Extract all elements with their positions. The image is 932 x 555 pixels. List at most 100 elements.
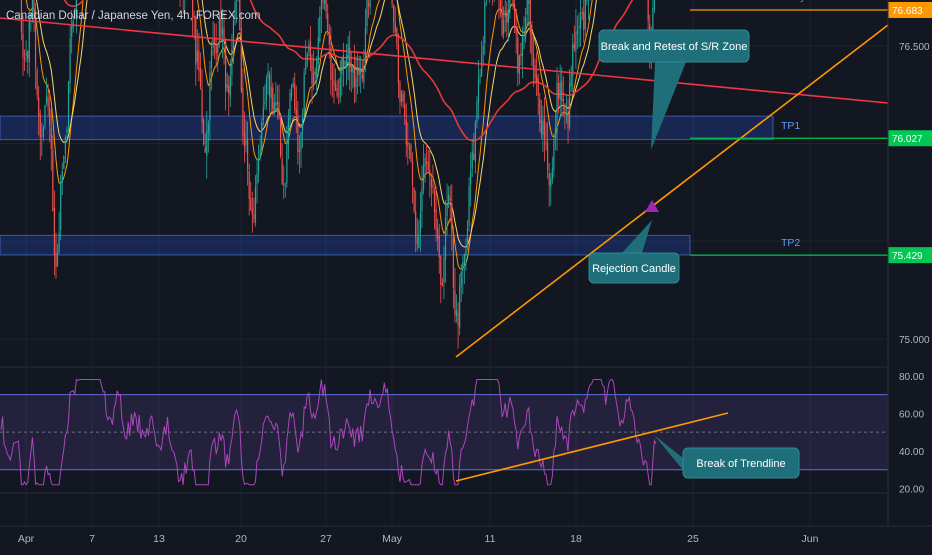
candle-body [60,184,61,230]
candle-body [508,10,509,23]
candle-body [531,31,532,54]
candle-body [582,12,583,15]
candle-body [434,191,435,213]
candle-body [55,253,56,268]
time-tick-label: 25 [687,533,699,545]
candle-body [578,26,579,29]
candle-body [370,0,371,8]
candle-body [261,122,262,151]
candle-body [417,238,418,244]
candle-body [41,135,42,136]
candle-body [465,250,466,257]
candle-body [366,0,367,26]
candle-body [52,151,53,211]
candle-body [519,56,520,74]
candle-body [550,179,551,187]
candle-body [355,77,356,87]
sr-zone [0,235,690,255]
candle-body [575,32,576,51]
candle-body [57,253,58,266]
candle-body [346,55,347,65]
candle-body [330,48,331,80]
candle-body [275,103,276,106]
candle-body [335,84,336,90]
candle-body [404,104,405,116]
candle-body [222,28,223,35]
time-tick-label: 13 [153,533,165,545]
candle-body [43,127,44,137]
candle-body [448,195,449,204]
candle-body [399,82,400,102]
candle-body [406,119,407,144]
candle-body [231,49,232,75]
candle-body [296,109,297,115]
candle-body [200,68,201,87]
candle-body [505,10,506,17]
candle-body [544,119,545,139]
candle-body [577,30,578,34]
candle-body [520,54,521,57]
candle-body [410,145,411,162]
candle-body [392,0,393,4]
level-label-entry: Entry [781,0,806,3]
candle-body [580,15,581,28]
candle-body [62,171,63,181]
candle-body [572,44,573,76]
candle-body [230,77,231,97]
candle-body [29,22,30,63]
candle-body [233,20,234,49]
candle-body [412,161,413,185]
candle-body [541,121,542,134]
candle-body [654,0,655,10]
candle-body [46,96,47,103]
rsi-tick-label: 60.00 [899,409,924,420]
candle-body [563,99,564,101]
candle-body [283,184,284,186]
candle-body [282,159,283,184]
candle-body [274,102,275,109]
candle-body [351,64,352,73]
candle-body [258,161,259,172]
time-tick-label: May [382,533,403,545]
candle-body [324,0,325,4]
candle-body [547,143,548,170]
price-tick-label: 75.000 [899,335,930,346]
candle-body [63,156,64,169]
candle-body [442,283,443,285]
candle-body [569,83,570,127]
candle-body [558,83,559,99]
candle-body [586,0,587,1]
candle-body [280,115,281,155]
candle-body [652,8,653,32]
candle-body [316,62,317,79]
candle-body [264,101,265,104]
price-tick-label: 76.500 [899,42,930,53]
candle-body [530,0,531,33]
candle-body [552,168,553,179]
candle-body [454,291,455,316]
candle-body [278,102,279,118]
candle-body [431,179,432,187]
candle-body [340,77,341,97]
candle-body [211,50,212,69]
candle-body [253,215,254,219]
candle-body [359,68,360,76]
candle-body [462,263,463,271]
candle-body [285,183,286,184]
candle-body [473,154,474,160]
time-tick-label: Jun [802,533,819,545]
candle-body [206,131,207,155]
candle-body [289,93,290,120]
candle-body [263,107,264,120]
candle-body [365,28,366,65]
time-tick-label: 18 [570,533,582,545]
candle-body [564,105,565,115]
candle-body [71,26,72,37]
rsi-tick-label: 80.00 [899,372,924,383]
candle-body [266,79,267,100]
candle-body [360,70,361,73]
candle-body [516,26,517,34]
candle-body [420,214,421,233]
candle-body [409,147,410,148]
candle-body [260,149,261,157]
